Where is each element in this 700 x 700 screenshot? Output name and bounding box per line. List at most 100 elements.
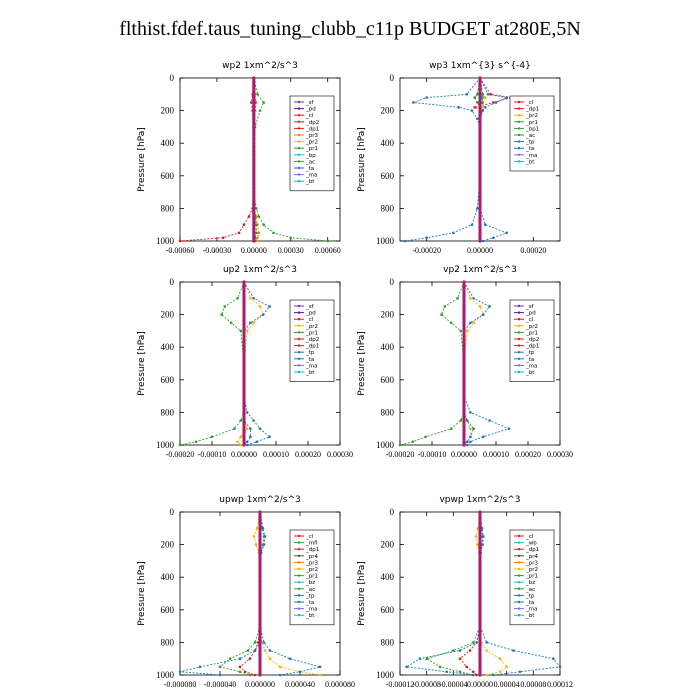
series-point (404, 239, 407, 243)
legend-marker (297, 166, 301, 170)
legend-entry: _dp2 (305, 337, 319, 343)
zero-line-marker (478, 125, 482, 129)
zero-line-marker (462, 361, 466, 366)
zero-line-marker (252, 219, 256, 223)
legend-marker (517, 127, 521, 130)
zero-line-marker (242, 304, 246, 309)
zero-line-marker (462, 304, 466, 309)
legend-marker (297, 114, 301, 117)
series-point (247, 215, 251, 218)
zero-line-marker (242, 345, 246, 349)
y-axis-label: Pressure [hPa] (137, 127, 147, 192)
zero-line-marker (252, 125, 256, 129)
y-tick-label: 0 (390, 507, 395, 517)
x-tick-label: 0.00000 (231, 450, 257, 459)
series-point (470, 223, 474, 226)
x-tick-label: -0.00030 (203, 246, 232, 255)
zero-line-marker (242, 325, 246, 329)
x-tick-label: -0.00008 (412, 680, 441, 689)
zero-line-marker (462, 386, 466, 390)
legend-entry: _pr1 (525, 574, 538, 580)
series-point (239, 419, 243, 422)
zero-line-marker (252, 145, 256, 149)
zero-line-marker (242, 443, 246, 447)
y-tick-label: 0 (170, 277, 175, 287)
series-point (261, 527, 265, 530)
series-point (472, 321, 475, 325)
legend-entry: _bt (305, 370, 315, 376)
series-point (253, 641, 257, 644)
zero-line-marker (478, 198, 482, 202)
zero-line-marker (478, 239, 482, 243)
series-line-tp (413, 77, 508, 242)
series-point (476, 543, 479, 546)
legend-marker (297, 364, 301, 367)
legend-marker (517, 364, 521, 367)
zero-line-marker (258, 665, 262, 669)
zero-line-marker (252, 113, 256, 117)
zero-line-marker (478, 223, 482, 227)
zero-line-marker (242, 418, 246, 423)
zero-line-marker (462, 398, 466, 402)
zero-line-marker (478, 141, 482, 145)
zero-line-marker (478, 84, 482, 88)
series-point (253, 673, 257, 677)
series-point (472, 670, 475, 674)
zero-line-marker (258, 563, 262, 567)
zero-line-marker (478, 104, 482, 109)
series-point (476, 93, 479, 96)
series-line-pr2 (237, 281, 264, 446)
zero-line-marker (252, 210, 256, 215)
series-point (318, 673, 322, 677)
legend-entry: _ma (305, 607, 317, 613)
legend-entry: _dp2 (525, 337, 539, 343)
legend-entry: _tp (305, 350, 315, 356)
y-tick-label: 0 (170, 73, 175, 83)
y-tick-label: 1000 (376, 670, 395, 680)
panel-title: wp2 1xm^2/s^3 (222, 61, 298, 71)
y-tick-label: 0 (390, 277, 395, 287)
zero-line-marker (258, 644, 262, 649)
legend-entry: _bt (525, 370, 535, 376)
zero-line-marker (242, 296, 246, 300)
legend-box (509, 299, 555, 382)
y-tick-label: 400 (161, 572, 175, 582)
series-point (318, 665, 322, 669)
legend-entry: _pr4 (305, 554, 319, 560)
y-axis-label: Pressure [hPa] (357, 561, 367, 626)
zero-line-marker (252, 174, 256, 178)
legend-marker (517, 581, 521, 584)
zero-line-marker (252, 109, 256, 113)
legend-entry: _ma (305, 363, 317, 369)
zero-line-marker (462, 382, 466, 386)
zero-line-marker (478, 121, 482, 125)
legend-entry: _tp (525, 350, 535, 356)
legend-entry: _cl (525, 317, 534, 323)
zero-line-marker (478, 117, 482, 121)
legend-marker (297, 581, 301, 584)
legend-entry: _ta (525, 357, 534, 363)
legend-marker (517, 594, 521, 597)
zero-line-marker (478, 161, 482, 166)
legend-marker (517, 304, 521, 308)
series-point (253, 649, 257, 652)
legend-marker (517, 357, 521, 360)
series-point (469, 440, 472, 444)
series-point (261, 313, 265, 316)
zero-line-marker (242, 402, 246, 406)
chart-panel-3: up2 1xm^2/s^3 0 200 400 600 800 1000 Pressure [… (137, 265, 353, 459)
x-tick-label: -0.00004 (439, 680, 468, 689)
zero-line-marker (478, 563, 482, 567)
zero-line-marker (462, 353, 466, 357)
zero-line-marker (242, 439, 246, 443)
y-tick-label: 800 (161, 637, 175, 647)
legend-marker (517, 548, 521, 551)
zero-line-marker (462, 374, 466, 378)
zero-line-marker (478, 145, 482, 149)
series-point (459, 329, 463, 333)
zero-line-marker (462, 418, 466, 423)
legend-entry: _bp1 (525, 126, 539, 132)
series-point (252, 535, 256, 538)
series-point (245, 329, 249, 333)
